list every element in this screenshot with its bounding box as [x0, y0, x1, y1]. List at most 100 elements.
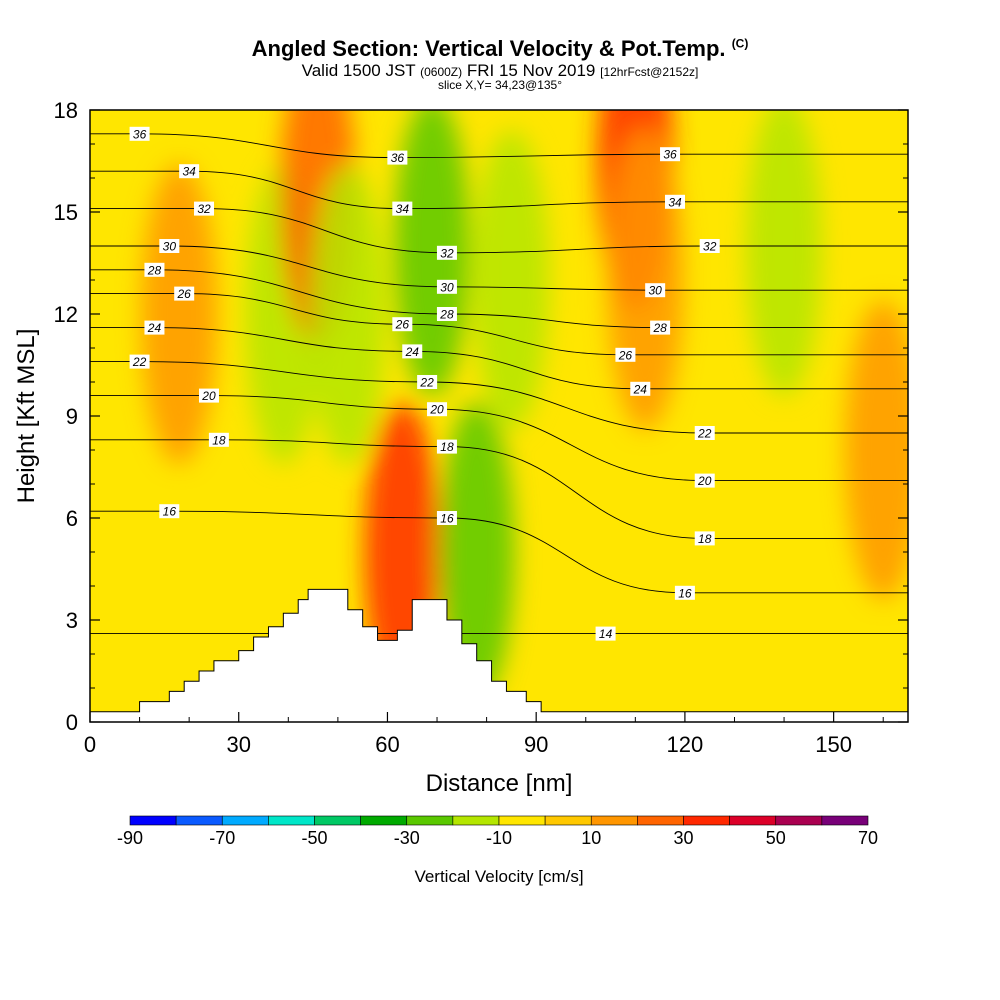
colorbar-bin [729, 815, 777, 826]
y-axis-label: Height [Kft MSL] [13, 329, 40, 504]
theta-contour-18 [90, 439, 908, 539]
contour-label: 36 [391, 151, 405, 165]
contour-label: 26 [618, 348, 633, 362]
contour-label: 20 [429, 403, 444, 417]
contour-label-bg [129, 126, 150, 141]
colorbar-tick-label: 10 [581, 828, 601, 848]
contour-label-bg [159, 239, 180, 253]
contour-label-bg [208, 432, 229, 447]
contour-label-bg [174, 286, 195, 301]
colorbar-tick-label: -70 [209, 828, 235, 848]
valid-date: FRI 15 Nov 2019 [466, 61, 596, 80]
colorbar-bin [175, 815, 223, 826]
contour-label: 14 [599, 627, 613, 641]
contour-label-bg [144, 262, 165, 277]
contour-label: 20 [201, 389, 216, 403]
forecast-info: [12hrFcst@2152z] [600, 65, 699, 79]
velocity-cell-5 [473, 130, 550, 430]
colorbar-bin [221, 815, 269, 826]
velocity-cell-10 [746, 110, 823, 396]
contour-label: 34 [182, 165, 196, 179]
contour-label-bg [660, 147, 681, 162]
contour-label: 28 [652, 321, 667, 335]
contour-label: 34 [396, 202, 410, 216]
plot-area: 3634323028262422201816363432302826242220… [90, 110, 908, 722]
colorbar-bin [590, 815, 638, 826]
colorbar-bin [498, 815, 546, 826]
terrain-profile [90, 588, 908, 722]
contour-label-bg [402, 344, 423, 359]
contour-label-bg [129, 354, 150, 369]
velocity-cell-11 [845, 300, 908, 600]
contour-label: 26 [395, 318, 410, 332]
contour-label: 36 [663, 148, 677, 162]
chart-title: Angled Section: Vertical Velocity & Pot.… [0, 36, 1000, 62]
x-tick-label: 90 [524, 732, 548, 757]
contour-label: 18 [212, 433, 226, 447]
contour-label-bg [194, 201, 215, 216]
y-tick-label: 6 [66, 506, 78, 531]
colorbar-bin [129, 815, 177, 826]
contour-labels: 3634323028262422201816363432302826242220… [129, 126, 720, 641]
contour-label: 22 [132, 355, 147, 369]
x-tick-label: 150 [815, 732, 852, 757]
contour-label-bg [159, 504, 180, 519]
contour-label-bg [198, 388, 219, 403]
contour-label: 30 [163, 240, 177, 254]
colorbar-tick-label: -90 [117, 828, 143, 848]
contour-label-bg [694, 473, 715, 488]
colorbar-bin [268, 815, 315, 826]
colorbar-bin [544, 815, 592, 826]
contour-label: 32 [440, 246, 454, 260]
colorbar-tick-label: 70 [858, 828, 878, 848]
colorbar-bin [775, 815, 823, 826]
colorbar-bin [821, 815, 869, 826]
y-tick-label: 0 [66, 710, 78, 735]
contour-label: 18 [440, 440, 454, 454]
y-tick-label: 9 [66, 404, 78, 429]
contour-label: 28 [439, 308, 454, 322]
velocity-cell-3 [309, 164, 386, 464]
colorbar-tick-label: 50 [766, 828, 786, 848]
contour-label-bg [674, 585, 695, 600]
contour-label-bg [436, 307, 457, 321]
contour-label: 26 [177, 287, 192, 301]
contour-label: 32 [197, 202, 211, 216]
x-tick-label: 60 [375, 732, 399, 757]
contour-label-bg [417, 375, 438, 389]
colorbar-label: Vertical Velocity [cm/s] [414, 867, 583, 886]
contour-label: 28 [147, 263, 162, 277]
x-tick-label: 30 [226, 732, 250, 757]
contour-label-bg [630, 381, 651, 396]
contour-label: 22 [697, 427, 712, 441]
valid-zulu: (0600Z) [420, 65, 463, 79]
colorbar-tick-label: -30 [394, 828, 420, 848]
copyright-mark: (C) [731, 36, 749, 51]
colorbar-tick-label: 30 [673, 828, 693, 848]
colorbar-bin [452, 815, 500, 826]
contour-label-bg [436, 245, 457, 260]
colorbar-bin [683, 815, 730, 826]
contour-label: 30 [440, 280, 454, 294]
contour-label-bg [392, 317, 413, 332]
contour-label-bg [436, 511, 457, 525]
contour-label: 34 [668, 195, 682, 209]
contour-label-bg [694, 426, 715, 440]
contour-label-bg [645, 283, 666, 298]
contour-label-bg [179, 164, 200, 179]
contour-label-bg [694, 531, 715, 546]
contour-label: 18 [698, 532, 712, 546]
contour-label-bg [427, 402, 448, 417]
contour-label-bg [595, 626, 616, 641]
valid-time: Valid 1500 JST [301, 61, 416, 80]
colorbar: -90 -70 -50 -30 -10 10 30 50 70 [117, 815, 878, 848]
y-tick-label: 3 [66, 608, 78, 633]
contour-label: 22 [419, 376, 434, 390]
colorbar-bin [406, 815, 454, 826]
contour-label: 20 [697, 474, 712, 488]
contour-label-bg [387, 150, 408, 165]
contour-label-bg [615, 347, 636, 362]
colorbar-bin [637, 815, 684, 826]
